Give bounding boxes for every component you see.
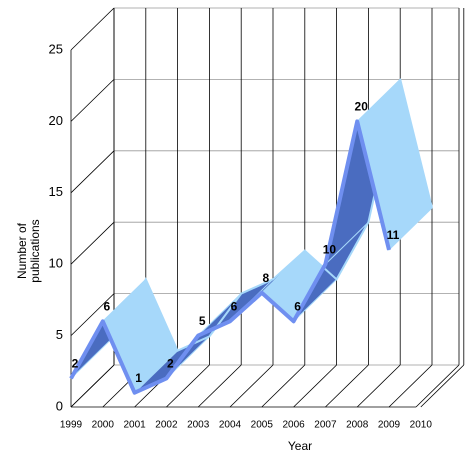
x-tick-label: 2010 [410, 420, 433, 431]
x-tick-label: 1999 [60, 420, 83, 431]
grid-line [70, 7, 115, 51]
line [69, 119, 391, 395]
x-axis-label: Year [288, 439, 312, 453]
floor-grid-line [356, 364, 401, 408]
x-tick-label: 2005 [251, 420, 274, 431]
y-tick-label: 25 [49, 41, 63, 56]
floor-grid-line [261, 364, 306, 408]
data-label: 20 [355, 100, 369, 114]
x-tick-label: 2008 [346, 420, 369, 431]
data-label: 1 [135, 371, 142, 385]
data-label: 6 [103, 299, 110, 313]
floor-grid-line [420, 364, 465, 408]
x-tick-label: 2002 [155, 420, 178, 431]
grid-line [70, 293, 115, 336]
floor-grid-line [197, 364, 242, 408]
x-tick-label: 2006 [282, 420, 305, 431]
data-label: 11 [387, 228, 400, 242]
ribbon-back-edge [113, 79, 433, 353]
data-label: 6 [231, 299, 238, 313]
x-tick-label: 2003 [187, 420, 210, 431]
x-tick-label: 2007 [314, 420, 337, 431]
floor-grid-line [166, 364, 210, 408]
y-tick-label: 5 [56, 327, 63, 342]
y-axis-label: Number of publications [15, 219, 42, 283]
data-label: 10 [323, 242, 337, 256]
x-tick-label: 2000 [92, 420, 115, 431]
x-tick-label: 2009 [378, 420, 401, 431]
grid-line [70, 79, 115, 122]
floor-edge [415, 364, 460, 408]
floor-grid-line [70, 364, 115, 408]
x-tick-label: 2001 [123, 420, 146, 431]
floor-grid-line [293, 364, 337, 408]
floor-grid-line [325, 364, 369, 408]
y-tick-label: 15 [49, 184, 63, 199]
floor-grid-line [229, 364, 274, 408]
grid-line [70, 221, 115, 265]
data-label: 8 [262, 271, 269, 285]
y-tick-label: 10 [49, 256, 63, 271]
data-label: 2 [72, 357, 79, 371]
x-tick-label: 2004 [219, 420, 242, 431]
data-label: 5 [199, 314, 206, 328]
y-tick-label: 0 [56, 398, 63, 413]
floor-grid-line [388, 364, 433, 408]
data-label: 6 [294, 299, 301, 313]
y-tick-label: 20 [49, 113, 63, 128]
grid-line [70, 150, 115, 194]
data-label: 2 [167, 357, 174, 371]
